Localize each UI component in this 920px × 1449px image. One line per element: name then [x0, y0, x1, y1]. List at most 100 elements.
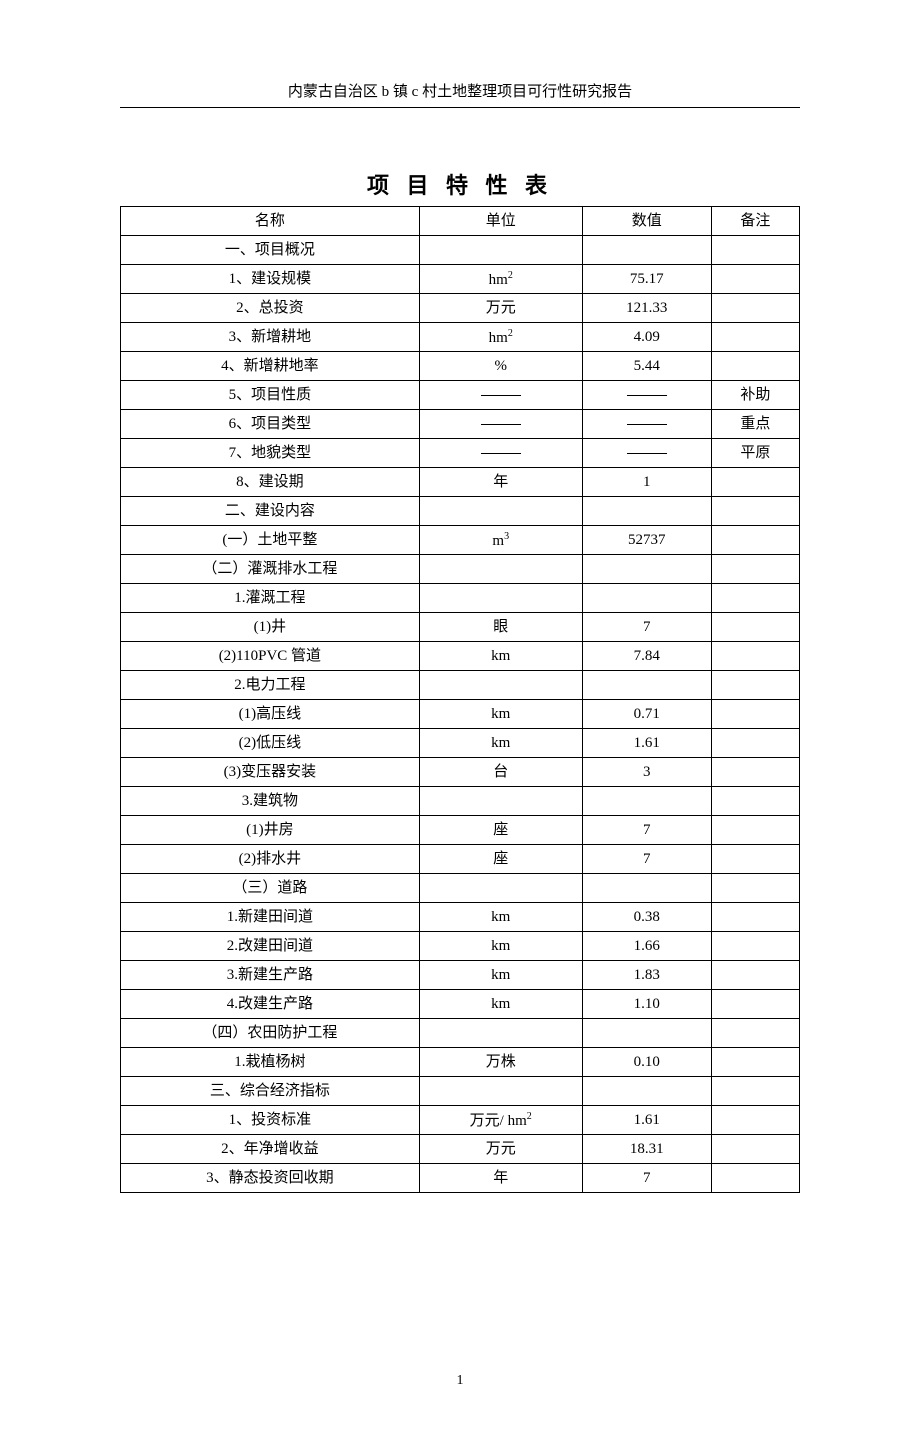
- cell-name: （二）灌溉排水工程: [121, 555, 420, 584]
- table-row: （二）灌溉排水工程: [121, 555, 800, 584]
- cell-unit: %: [419, 352, 582, 381]
- cell-note: [711, 265, 799, 294]
- cell-note: [711, 1048, 799, 1077]
- cell-note: [711, 468, 799, 497]
- cell-name: 1、建设规模: [121, 265, 420, 294]
- table-row: 2.电力工程: [121, 671, 800, 700]
- col-header-name: 名称: [121, 207, 420, 236]
- cell-value: [582, 584, 711, 613]
- table-row: (2)低压线km1.61: [121, 729, 800, 758]
- cell-value: 7: [582, 613, 711, 642]
- cell-note: [711, 729, 799, 758]
- cell-note: [711, 932, 799, 961]
- cell-unit: [419, 584, 582, 613]
- cell-note: [711, 816, 799, 845]
- cell-value: [582, 1019, 711, 1048]
- cell-value: 0.38: [582, 903, 711, 932]
- cell-name: 7、地貌类型: [121, 439, 420, 468]
- table-row: 8、建设期年1: [121, 468, 800, 497]
- cell-name: 1.栽植杨树: [121, 1048, 420, 1077]
- cell-name: (2)排水井: [121, 845, 420, 874]
- table-row: 一、项目概况: [121, 236, 800, 265]
- cell-note: [711, 613, 799, 642]
- cell-note: [711, 555, 799, 584]
- cell-unit: m3: [419, 526, 582, 555]
- cell-note: [711, 903, 799, 932]
- cell-value: 75.17: [582, 265, 711, 294]
- cell-note: [711, 1077, 799, 1106]
- table-row: 1.栽植杨树万株0.10: [121, 1048, 800, 1077]
- cell-unit: [419, 671, 582, 700]
- cell-unit: [419, 1019, 582, 1048]
- cell-name: (1)井: [121, 613, 420, 642]
- cell-note: 重点: [711, 410, 799, 439]
- col-header-value: 数值: [582, 207, 711, 236]
- table-row: 3.新建生产路km1.83: [121, 961, 800, 990]
- cell-name: (1)井房: [121, 816, 420, 845]
- cell-note: [711, 323, 799, 352]
- table-row: 3.建筑物: [121, 787, 800, 816]
- cell-value: 52737: [582, 526, 711, 555]
- table-row: 2、总投资万元121.33: [121, 294, 800, 323]
- cell-value: [582, 439, 711, 468]
- cell-name: 2、总投资: [121, 294, 420, 323]
- cell-value: 1: [582, 468, 711, 497]
- cell-unit: km: [419, 729, 582, 758]
- cell-note: [711, 671, 799, 700]
- cell-name: 三、综合经济指标: [121, 1077, 420, 1106]
- cell-unit: [419, 410, 582, 439]
- table-row: 3、新增耕地hm24.09: [121, 323, 800, 352]
- cell-unit: 座: [419, 845, 582, 874]
- table-row: 1.新建田间道km0.38: [121, 903, 800, 932]
- cell-name: 一、项目概况: [121, 236, 420, 265]
- cell-note: [711, 1164, 799, 1193]
- cell-value: 3: [582, 758, 711, 787]
- cell-unit: km: [419, 642, 582, 671]
- cell-name: （四）农田防护工程: [121, 1019, 420, 1048]
- cell-name: （三）道路: [121, 874, 420, 903]
- cell-unit: 万株: [419, 1048, 582, 1077]
- cell-unit: [419, 874, 582, 903]
- cell-note: [711, 236, 799, 265]
- table-row: 三、综合经济指标: [121, 1077, 800, 1106]
- cell-value: [582, 787, 711, 816]
- cell-unit: [419, 787, 582, 816]
- cell-value: 18.31: [582, 1135, 711, 1164]
- table-row: 2、年净增收益万元18.31: [121, 1135, 800, 1164]
- cell-unit: [419, 1077, 582, 1106]
- cell-note: [711, 758, 799, 787]
- cell-note: [711, 294, 799, 323]
- cell-note: [711, 352, 799, 381]
- cell-value: [582, 497, 711, 526]
- cell-note: [711, 642, 799, 671]
- cell-value: [582, 410, 711, 439]
- cell-note: 补助: [711, 381, 799, 410]
- cell-unit: 年: [419, 1164, 582, 1193]
- cell-unit: hm2: [419, 323, 582, 352]
- cell-name: (1)高压线: [121, 700, 420, 729]
- cell-value: [582, 874, 711, 903]
- cell-note: [711, 961, 799, 990]
- table-title: 项 目 特 性 表: [120, 168, 800, 200]
- cell-value: [582, 555, 711, 584]
- table-header-row: 名称 单位 数值 备注: [121, 207, 800, 236]
- cell-note: [711, 1019, 799, 1048]
- cell-value: 7.84: [582, 642, 711, 671]
- cell-note: [711, 584, 799, 613]
- cell-unit: hm2: [419, 265, 582, 294]
- document-page: 内蒙古自治区 b 镇 c 村土地整理项目可行性研究报告 项 目 特 性 表 名称…: [0, 0, 920, 1449]
- cell-name: 二、建设内容: [121, 497, 420, 526]
- cell-unit: 万元/ hm2: [419, 1106, 582, 1135]
- cell-name: 3、新增耕地: [121, 323, 420, 352]
- cell-note: [711, 497, 799, 526]
- table-row: 4、新增耕地率%5.44: [121, 352, 800, 381]
- cell-value: 5.44: [582, 352, 711, 381]
- cell-value: 0.10: [582, 1048, 711, 1077]
- cell-name: (3)变压器安装: [121, 758, 420, 787]
- cell-value: 1.66: [582, 932, 711, 961]
- cell-name: 3.新建生产路: [121, 961, 420, 990]
- table-row: （三）道路: [121, 874, 800, 903]
- cell-name: 6、项目类型: [121, 410, 420, 439]
- table-row: 1.灌溉工程: [121, 584, 800, 613]
- cell-value: [582, 381, 711, 410]
